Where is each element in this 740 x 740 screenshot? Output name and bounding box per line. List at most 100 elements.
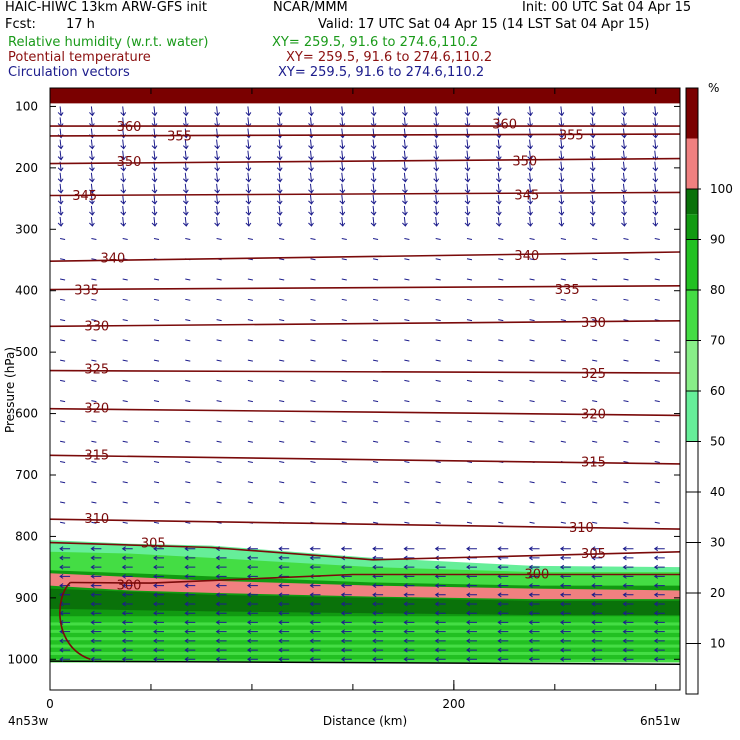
vector-arrow: [559, 564, 571, 570]
isentrope-label: 340: [514, 249, 539, 264]
vector-arrow: [153, 501, 160, 504]
vector-arrow: [527, 128, 533, 139]
isentrope-320: [50, 407, 680, 417]
vector-arrow: [153, 647, 164, 653]
vector-arrow: [310, 339, 316, 342]
vector-arrow: [246, 573, 258, 579]
vector-arrow: [434, 610, 446, 616]
vector-arrow: [623, 359, 629, 362]
vector-arrow: [216, 319, 222, 322]
vector-arrow: [466, 379, 473, 382]
vector-arrow: [89, 172, 95, 183]
vector-arrow: [121, 656, 133, 662]
vector-arrow: [622, 601, 634, 607]
rh-band: [50, 629, 680, 633]
vector-arrow: [497, 592, 509, 598]
vector-arrow: [560, 319, 566, 322]
isentrope-label: 355: [167, 129, 192, 144]
vector-arrow: [528, 610, 540, 616]
vector-arrow: [404, 501, 410, 504]
vector-arrow: [464, 161, 471, 172]
vector-arrow: [308, 117, 314, 128]
vector-arrow: [151, 106, 158, 117]
vector-arrow: [279, 319, 285, 322]
vector-arrow: [245, 183, 252, 194]
vector-arrow: [278, 647, 290, 653]
vector-arrow: [185, 238, 191, 240]
vector-arrow: [185, 298, 191, 301]
vector-arrow: [185, 278, 191, 281]
isentrope-310: [50, 518, 680, 530]
vector-arrow: [91, 238, 97, 240]
vector-arrow: [623, 501, 629, 504]
vector-arrow: [182, 150, 189, 161]
vector-arrow: [184, 629, 196, 635]
vector-arrow: [497, 583, 509, 588]
field-name-vectors: Circulation vectors: [8, 65, 130, 80]
vector-arrow: [589, 194, 596, 205]
vector-arrow: [121, 583, 133, 588]
vector-arrow: [153, 564, 164, 570]
vector-arrow: [215, 647, 227, 653]
vector-arrow: [341, 258, 347, 261]
vector-arrow: [558, 106, 565, 117]
vector-arrow: [153, 359, 160, 362]
vector-arrow: [215, 555, 227, 561]
vector-arrow: [153, 481, 160, 484]
vector-arrow: [247, 400, 253, 403]
vector-arrow: [185, 501, 191, 504]
vector-arrow: [623, 278, 629, 281]
vector-arrow: [498, 339, 504, 342]
vector-arrow: [279, 440, 285, 443]
vector-arrow: [372, 379, 379, 382]
vector-arrow: [621, 205, 627, 216]
vector-arrow: [151, 205, 158, 216]
vector-arrow: [622, 638, 634, 644]
vector-arrow: [59, 481, 66, 484]
vector-arrow: [278, 555, 290, 561]
vector-arrow: [370, 139, 377, 150]
vector-arrow: [89, 194, 95, 205]
vector-arrow: [309, 555, 321, 561]
vector-arrow: [308, 194, 314, 205]
vector-arrow: [372, 319, 379, 322]
vector-arrow: [215, 564, 227, 570]
vector-arrow: [372, 521, 379, 524]
init-time: Init: 00 UTC Sat 04 Apr 15: [522, 0, 692, 15]
vector-arrow: [90, 610, 102, 616]
vector-arrow: [372, 420, 379, 423]
vector-arrow: [527, 161, 533, 172]
vector-arrow: [528, 592, 540, 598]
vector-arrow: [621, 216, 627, 227]
vector-arrow: [59, 521, 66, 524]
vector-arrow: [434, 592, 446, 598]
vector-arrow: [402, 183, 408, 194]
vector-arrow: [560, 298, 566, 301]
vector-arrow: [245, 216, 252, 227]
vector-arrow: [121, 638, 133, 644]
vector-arrow: [654, 400, 660, 403]
vector-arrow: [528, 638, 540, 644]
vector-arrow: [182, 139, 189, 150]
vector-arrow: [215, 629, 227, 635]
vector-arrow: [592, 420, 598, 423]
vector-arrow: [339, 128, 346, 139]
vector-arrow: [247, 460, 253, 463]
vector-arrow: [592, 440, 598, 443]
y-tick-label: 500: [15, 345, 38, 359]
vector-arrow: [528, 583, 540, 588]
y-tick-label: 400: [15, 284, 38, 298]
vector-arrow: [122, 481, 128, 484]
vector-arrow: [216, 238, 222, 240]
vector-arrow: [622, 620, 634, 625]
vector-arrow: [310, 460, 316, 463]
colorbar-label: 100: [710, 182, 733, 196]
vector-arrow: [91, 379, 97, 382]
vector-arrow: [498, 440, 504, 443]
vector-arrow: [654, 481, 660, 484]
vector-arrow: [120, 139, 127, 150]
vector-arrow: [121, 629, 133, 635]
vector-arrow: [372, 278, 379, 281]
vector-arrow: [403, 592, 415, 598]
vector-arrow: [120, 106, 127, 117]
